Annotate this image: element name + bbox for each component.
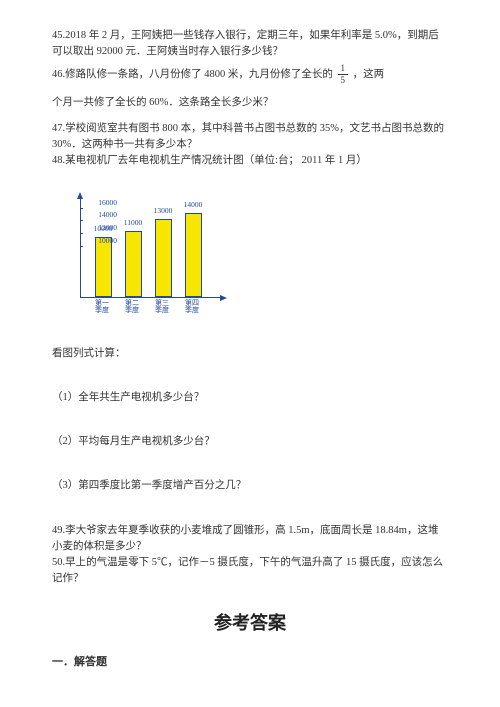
- y-tick-label: 12000: [98, 222, 117, 234]
- x-category-label: 第四季度: [181, 300, 203, 315]
- y-tick-label: 16000: [98, 197, 117, 209]
- bar-value-label: 13000: [154, 205, 173, 217]
- q48-sub-2: （2）平均每月生产电视机多少台？: [52, 434, 448, 450]
- bar-chart: 10000110001300014000 1600014000120001000…: [52, 192, 232, 322]
- y-tick-mark: [80, 246, 83, 247]
- answers-title: 参考答案: [52, 610, 448, 638]
- bar-value-label: 11000: [124, 217, 142, 229]
- fraction-1-5: 1 5: [338, 64, 349, 85]
- fraction-denominator: 5: [338, 75, 349, 85]
- x-axis-arrow: [220, 295, 227, 301]
- fraction-numerator: 1: [338, 64, 349, 75]
- bar-value-label: 14000: [184, 199, 203, 211]
- q46-text-b: ，这两: [353, 68, 385, 79]
- question-48: 48.某电视机厂去年电视机生产情况统计图（单位:台； 2011 年 1 月）: [52, 153, 448, 169]
- section-heading: 一．解答题: [52, 654, 448, 671]
- y-tick-mark: [80, 208, 83, 209]
- q48-calc-heading: 看图列式计算：: [52, 346, 448, 362]
- chart-bar: [185, 213, 202, 297]
- question-49: 49.李大爷家去年夏季收获的小麦堆成了圆锥形，高 1.5m，底面周长是 18.8…: [52, 523, 448, 556]
- question-45: 45.2018 年 2 月，王阿姨把一些钱存入银行，定期三年，如果年利率是 5.…: [52, 28, 448, 61]
- question-50: 50.早上的气温是零下 5℃，记作－5 摄氏度，下午的气温升高了 15 摄氏度，…: [52, 555, 448, 588]
- question-46-line2: 个月一共修了全长的 60%．这条路全长多少米？: [52, 95, 448, 111]
- chart-bar: [125, 231, 142, 297]
- y-tick-mark: [80, 233, 83, 234]
- y-tick-mark: [80, 220, 83, 221]
- q46-text-a: 46.修路队修一条路，八月份修了 4800 米，九月份修了全长的: [52, 68, 333, 79]
- q48-sub-3: （3）第四季度比第一季度增产百分之几？: [52, 478, 448, 494]
- q48-sub-1: （1）全年共生产电视机多少台？: [52, 390, 448, 406]
- x-category-label: 第二季度: [121, 300, 143, 315]
- x-category-label: 第一季度: [91, 300, 113, 315]
- y-tick-label: 10000: [98, 235, 117, 247]
- x-category-label: 第三季度: [151, 300, 173, 315]
- y-tick-label: 14000: [98, 209, 117, 221]
- question-46-line1: 46.修路队修一条路，八月份修了 4800 米，九月份修了全长的 1 5 ，这两: [52, 64, 448, 85]
- question-47: 47.学校阅览室共有图书 800 本，其中科普书占图书总数的 35%，文艺书占图…: [52, 121, 448, 154]
- chart-bar: [155, 219, 172, 297]
